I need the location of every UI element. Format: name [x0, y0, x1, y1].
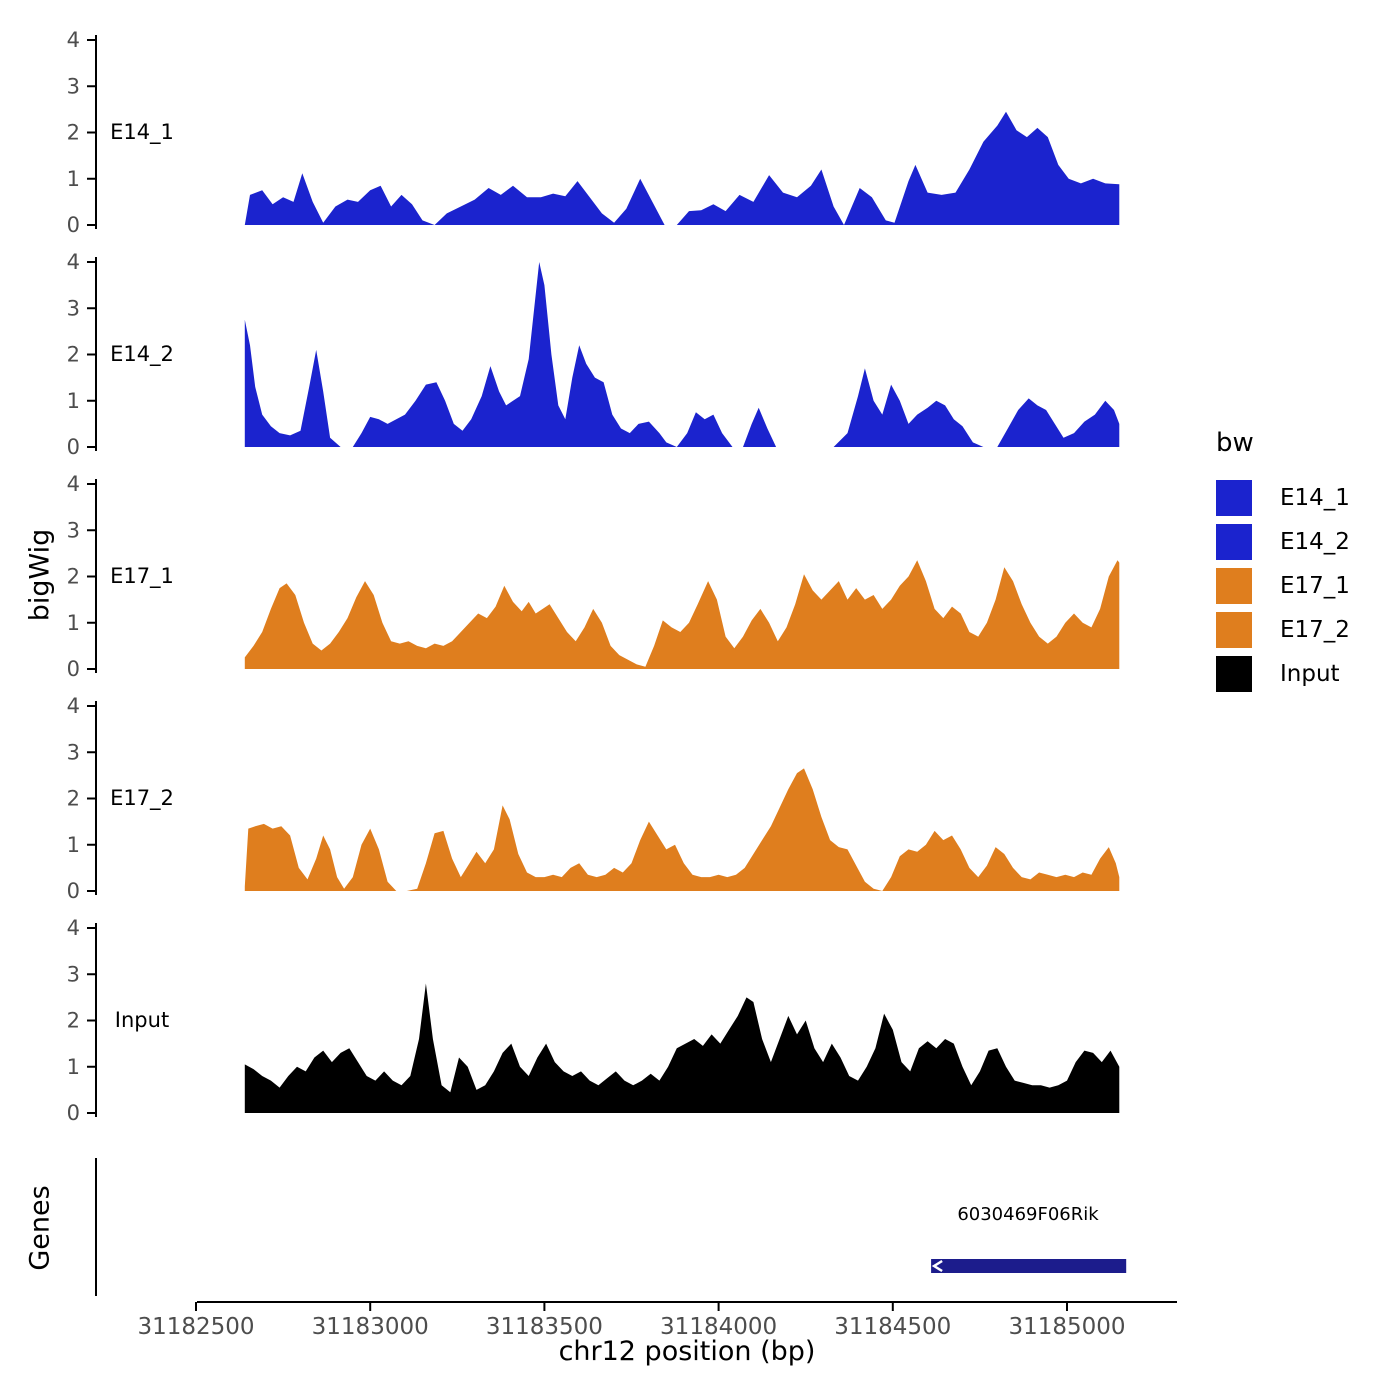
track-label-e14-2: E14_2	[110, 342, 174, 366]
y-tick-label: 4	[67, 916, 80, 940]
x-tick-label: 31183000	[312, 1314, 429, 1340]
y-tick-label: 0	[67, 657, 80, 681]
legend-label-e14-1: E14_1	[1280, 485, 1350, 511]
signal-area-Input	[244, 983, 1120, 1113]
legend-label-input: Input	[1280, 661, 1340, 687]
y-tick-label: 0	[67, 879, 80, 903]
legend-swatch-e17-2	[1216, 612, 1252, 648]
y-tick-label: 3	[67, 740, 80, 764]
y-axis-title-bigwig: bigWig	[24, 528, 56, 622]
y-tick-label: 3	[67, 74, 80, 98]
y-tick-label: 4	[67, 472, 80, 496]
y-tick-label: 4	[67, 694, 80, 718]
y-tick-label: 1	[67, 833, 80, 857]
y-tick-label: 2	[67, 565, 80, 589]
signal-area-E14_2	[244, 262, 1120, 447]
signal-area-E17_2	[244, 768, 1120, 891]
x-tick-label: 31184000	[660, 1314, 777, 1340]
y-tick-label: 1	[67, 1055, 80, 1079]
legend-swatch-e14-1	[1216, 480, 1252, 516]
signal-area-E17_1	[244, 560, 1120, 669]
x-tick-label: 31182500	[137, 1314, 254, 1340]
legend-label-e17-2: E17_2	[1280, 617, 1350, 643]
y-tick-label: 4	[67, 28, 80, 52]
x-axis-title: chr12 position (bp)	[558, 1336, 816, 1367]
legend-label-e17-1: E17_1	[1280, 573, 1350, 599]
signal-area-E14_1	[244, 111, 1120, 225]
y-tick-label: 0	[67, 435, 80, 459]
track-label-e17-2: E17_2	[110, 786, 174, 810]
y-tick-label: 1	[67, 611, 80, 635]
legend-title: bw	[1216, 428, 1254, 458]
legend-swatch-input	[1216, 656, 1252, 692]
track-label-e14-1: E14_1	[110, 120, 174, 144]
y-tick-label: 2	[67, 121, 80, 145]
y-tick-label: 2	[67, 787, 80, 811]
legend-swatch-e17-1	[1216, 568, 1252, 604]
y-axis-title-genes: Genes	[24, 1185, 56, 1271]
y-tick-label: 1	[67, 167, 80, 191]
y-tick-label: 3	[67, 518, 80, 542]
x-tick-label: 31185000	[1008, 1314, 1125, 1340]
legend-item-input: Input	[1216, 656, 1350, 692]
track-label-e17-1: E17_1	[110, 564, 174, 588]
y-tick-label: 3	[67, 962, 80, 986]
gene-body	[931, 1259, 1127, 1273]
legend-swatch-e14-2	[1216, 524, 1252, 560]
y-tick-label: 4	[67, 250, 80, 274]
legend-label-e14-2: E14_2	[1280, 529, 1350, 555]
y-tick-label: 0	[67, 213, 80, 237]
legend-item-e14-2: E14_2	[1216, 524, 1350, 560]
gene-strand-arrow	[931, 1259, 943, 1273]
legend-item-e17-1: E17_1	[1216, 568, 1350, 604]
y-tick-label: 0	[67, 1101, 80, 1125]
y-tick-label: 2	[67, 1009, 80, 1033]
legend-item-e14-1: E14_1	[1216, 480, 1350, 516]
y-tick-label: 1	[67, 389, 80, 413]
y-tick-label: 3	[67, 296, 80, 320]
track-label-input: Input	[114, 1008, 170, 1032]
gene-name-label: 6030469F06Rik	[957, 1204, 1099, 1225]
y-tick-label: 2	[67, 343, 80, 367]
x-tick-label: 31183500	[486, 1314, 603, 1340]
x-tick-label: 31184500	[834, 1314, 951, 1340]
legend-item-e17-2: E17_2	[1216, 612, 1350, 648]
legend: bw E14_1 E14_2 E17_1 E17_2 Input	[1216, 428, 1350, 700]
